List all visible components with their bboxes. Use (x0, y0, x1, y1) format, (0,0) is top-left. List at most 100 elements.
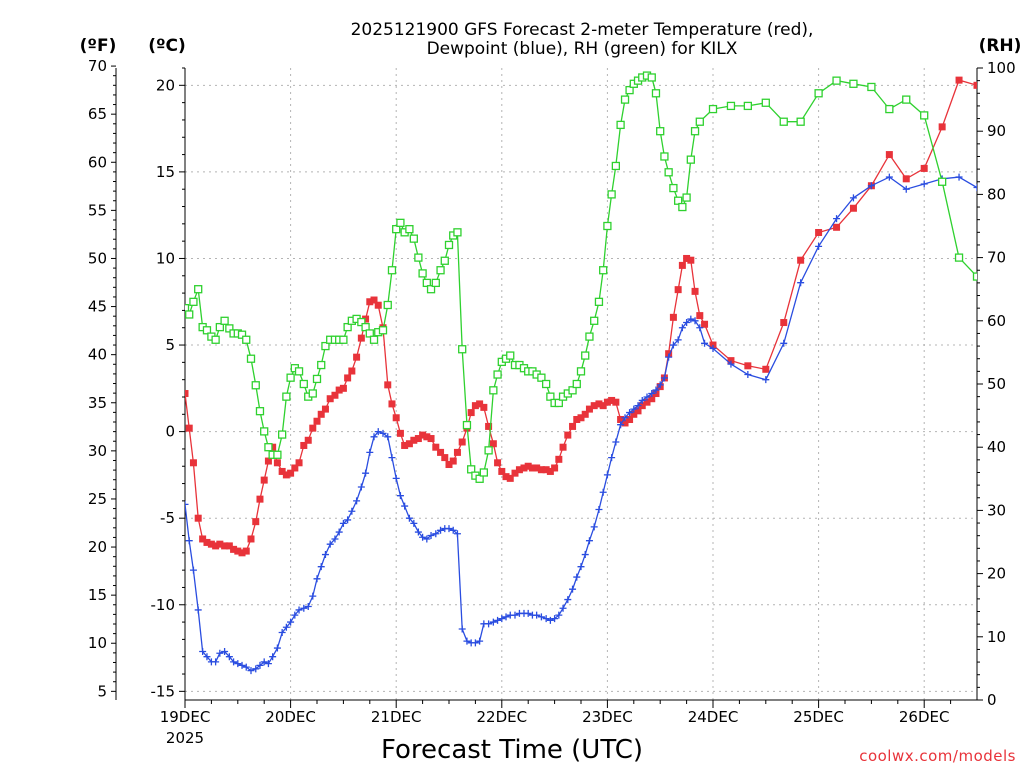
dewpoint-point (656, 381, 664, 389)
dewpoint-point (612, 438, 620, 446)
temperature-point (498, 467, 506, 475)
temperature-point (634, 407, 642, 415)
credit-label: coolwx.com/models (859, 747, 1016, 765)
fahrenheit-tick-label: 15 (88, 586, 107, 604)
dewpoint-point (551, 615, 559, 623)
temperature-point (902, 175, 910, 183)
dewpoint-point (427, 532, 435, 540)
rh-point (211, 335, 220, 344)
dewpoint-point (546, 616, 554, 624)
dewpoint-point (476, 637, 484, 645)
temperature-point (938, 123, 946, 131)
rh-point (317, 360, 326, 370)
rh-point (920, 111, 929, 120)
temperature-point (216, 540, 224, 548)
rh-point (194, 285, 203, 294)
temperature-point (480, 403, 488, 411)
dewpoint-point (489, 618, 497, 626)
dewpoint-point (463, 637, 471, 645)
dewpoint-point (273, 644, 281, 652)
dewpoint-point (185, 537, 193, 545)
temperature-point (374, 301, 382, 309)
dewpoint-point (269, 653, 277, 661)
rh-point (542, 379, 551, 389)
dewpoint-point (902, 185, 910, 193)
temperature-point (885, 151, 893, 159)
fahrenheit-tick-label: 70 (88, 57, 107, 75)
celsius-tick-label: 5 (165, 336, 175, 354)
dewpoint-point (221, 648, 229, 656)
rh-point (392, 225, 401, 234)
rh-point (590, 316, 599, 325)
temperature-point (335, 386, 343, 394)
rh-point (273, 450, 282, 459)
rh-point (867, 82, 876, 92)
dewpoint-point (669, 341, 677, 349)
dewpoint-point (384, 433, 392, 441)
temperature-point (638, 402, 646, 410)
rh-point (726, 101, 736, 111)
rh-tick-label: 30 (987, 501, 1006, 519)
temperature-point (533, 464, 541, 472)
fahrenheit-tick-label: 30 (88, 442, 107, 460)
temperature-point (569, 422, 577, 430)
dewpoint-point (458, 625, 466, 633)
temperature-point (833, 223, 841, 231)
dewpoint-point (564, 596, 572, 604)
temperature-point (458, 438, 466, 446)
temperature-point (207, 540, 215, 548)
dewpoint-point (414, 528, 422, 536)
rh-point (444, 240, 454, 250)
temperature-point (242, 547, 250, 555)
rh-point (414, 253, 423, 262)
temperature-point (199, 535, 207, 543)
dewpoint-point (577, 563, 585, 571)
temperature-point (626, 415, 634, 423)
temperature-point (528, 464, 536, 472)
dewpoint-point (885, 173, 893, 181)
temperature-point (410, 436, 418, 444)
temperature-point (815, 228, 823, 236)
temperature-point (185, 390, 189, 398)
dewpoint-point (494, 616, 502, 624)
rh-tick-label: 60 (987, 312, 1006, 330)
dewpoint-point (542, 615, 550, 623)
temperature-point (273, 459, 281, 467)
rh-point (242, 335, 251, 344)
temperature-point (256, 495, 264, 503)
rh-point (796, 117, 805, 126)
temperature-point (643, 398, 651, 406)
temperature-point (920, 164, 928, 172)
temperature-point (304, 436, 312, 444)
fahrenheit-tick-label: 40 (88, 346, 107, 364)
temperature-point (520, 464, 528, 472)
dewpoint-point (678, 324, 686, 332)
rh-point (506, 351, 515, 360)
dewpoint-point (405, 514, 413, 522)
temperature-point (485, 422, 493, 430)
temperature-point (669, 313, 677, 321)
dewpoint-point (867, 182, 875, 190)
fahrenheit-tick-label: 50 (88, 249, 107, 267)
temperature-point (212, 542, 220, 550)
dewpoint-point (449, 526, 457, 534)
temperature-point (590, 402, 598, 410)
temperature-point (599, 402, 607, 410)
temperature-point (423, 433, 431, 441)
temperature-point (278, 467, 286, 475)
rh-point (576, 367, 586, 376)
rh-point (260, 427, 269, 436)
temperature-point (384, 381, 392, 389)
celsius-unit-label: (ºC) (148, 36, 186, 56)
rh-point (607, 190, 616, 199)
temperature-point (348, 367, 356, 375)
x-tick-label: 20DEC (265, 708, 316, 726)
x-tick-label: 24DEC (688, 708, 739, 726)
dewpoint-point (291, 611, 299, 619)
rh-point (695, 117, 704, 126)
celsius-tick-label: -10 (151, 596, 176, 614)
rh-tick-label: 50 (987, 375, 1006, 393)
celsius-tick-label: -15 (151, 682, 176, 700)
fahrenheit-tick-label: 65 (88, 105, 107, 123)
